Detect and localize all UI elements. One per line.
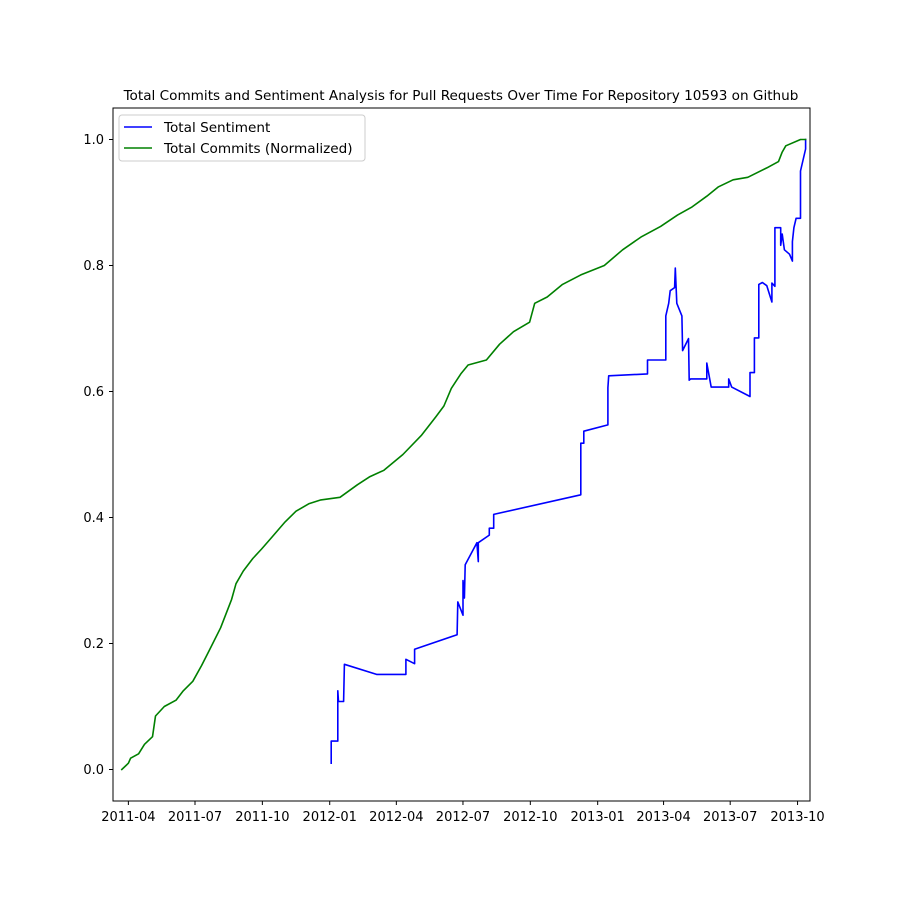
x-tick-label: 2011-07 [168,810,222,825]
plot-area [120,138,807,771]
axes-frame [112,107,811,802]
x-tick-label: 2013-04 [636,810,690,825]
y-tick-label: 0.8 [83,259,104,274]
x-tick-label: 2012-04 [369,810,423,825]
y-tick-label: 1.0 [83,133,104,148]
y-tick-label: 0.2 [83,637,104,652]
legend-box [118,114,366,162]
x-tick-label: 2011-04 [101,810,155,825]
x-tick-label: 2011-10 [235,810,289,825]
y-tick-label: 0.0 [83,763,104,778]
legend: Total Sentiment Total Commits (Normalized… [118,114,366,162]
series-line-0 [330,138,807,764]
x-tick-label: 2012-01 [303,810,357,825]
x-tick-label: 2013-10 [770,810,824,825]
y-tick-label: 0.4 [83,511,104,526]
chart-title: Total Commits and Sentiment Analysis for… [123,88,799,104]
x-tick-label: 2013-07 [703,810,757,825]
series-line-1 [120,138,807,771]
x-axis: 2011-04 2011-07 2011-10 2012-01 2012-04 2012-… [101,801,825,825]
axes-border [112,107,811,802]
legend-label-0: Total Sentiment [163,120,270,136]
legend-label-1: Total Commits (Normalized) [163,141,353,157]
y-axis: 0.0 0.2 0.4 0.6 0.8 1.0 [83,133,113,778]
x-tick-label: 2012-10 [503,810,557,825]
y-tick-label: 0.6 [83,385,104,400]
x-tick-label: 2013-01 [571,810,625,825]
x-tick-label: 2012-07 [436,810,490,825]
